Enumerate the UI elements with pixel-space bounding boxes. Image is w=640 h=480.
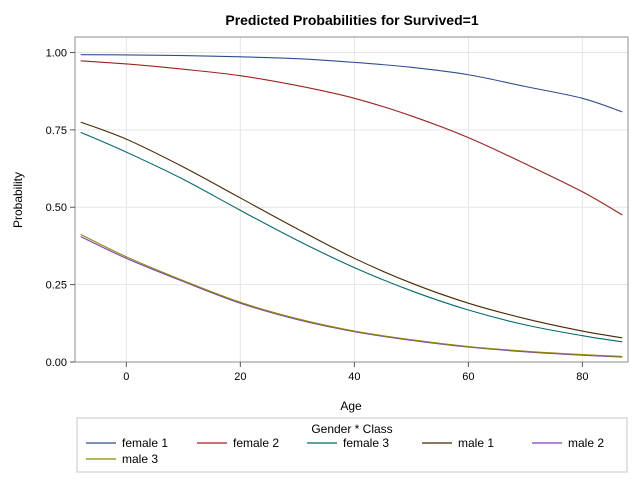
series-line-male-1 xyxy=(80,121,623,339)
legend-items: female 1 female 2 female 3 male 1 male 2 male… xyxy=(86,436,604,466)
x-tick-label-1: 20 xyxy=(234,371,246,383)
legend-item-female-1: female 1 xyxy=(86,436,168,450)
legend-label: male 1 xyxy=(458,436,494,450)
x-tick-label-0: 0 xyxy=(123,371,129,383)
legend-label: male 3 xyxy=(122,452,158,466)
series-line-female-2 xyxy=(80,60,623,216)
legend-label: male 2 xyxy=(568,436,604,450)
y-tick-label-0: 0.00 xyxy=(46,357,67,369)
y-tick-label-2: 0.50 xyxy=(46,202,67,214)
plot-area: 0 20 40 60 80 0.00 0.25 0.50 0.75 1.00 xyxy=(46,36,629,383)
x-tick-label-3: 60 xyxy=(462,371,474,383)
legend-item-female-2: female 2 xyxy=(197,436,279,450)
y-tick-label-4: 1.00 xyxy=(46,47,67,59)
legend-item-male-1: male 1 xyxy=(422,436,494,450)
legend: Gender * Class female 1 female 2 female 3 m… xyxy=(76,417,628,473)
legend-item-male-3: male 3 xyxy=(86,452,158,466)
series-line-female-3 xyxy=(80,131,623,343)
x-tick-label-4: 80 xyxy=(576,371,588,383)
y-tick-label-1: 0.25 xyxy=(46,280,67,292)
legend-label: female 2 xyxy=(233,436,279,450)
legend-frame xyxy=(76,417,628,473)
legend-item-female-3: female 3 xyxy=(307,436,389,450)
y-axis-label: Probability xyxy=(11,172,25,228)
y-tick-label-3: 0.75 xyxy=(46,125,67,137)
chart-title: Predicted Probabilities for Survived=1 xyxy=(225,12,478,28)
plot-frame xyxy=(74,36,629,363)
x-tick-label-2: 40 xyxy=(348,371,360,383)
legend-label: female 3 xyxy=(343,436,389,450)
legend-label: female 1 xyxy=(122,436,168,450)
series-line-female-1 xyxy=(80,54,623,113)
legend-item-male-2: male 2 xyxy=(532,436,604,450)
series-line-male-2 xyxy=(80,236,623,358)
series-line-male-3 xyxy=(80,233,623,357)
legend-title: Gender * Class xyxy=(311,422,392,436)
x-axis-label: Age xyxy=(340,399,362,413)
